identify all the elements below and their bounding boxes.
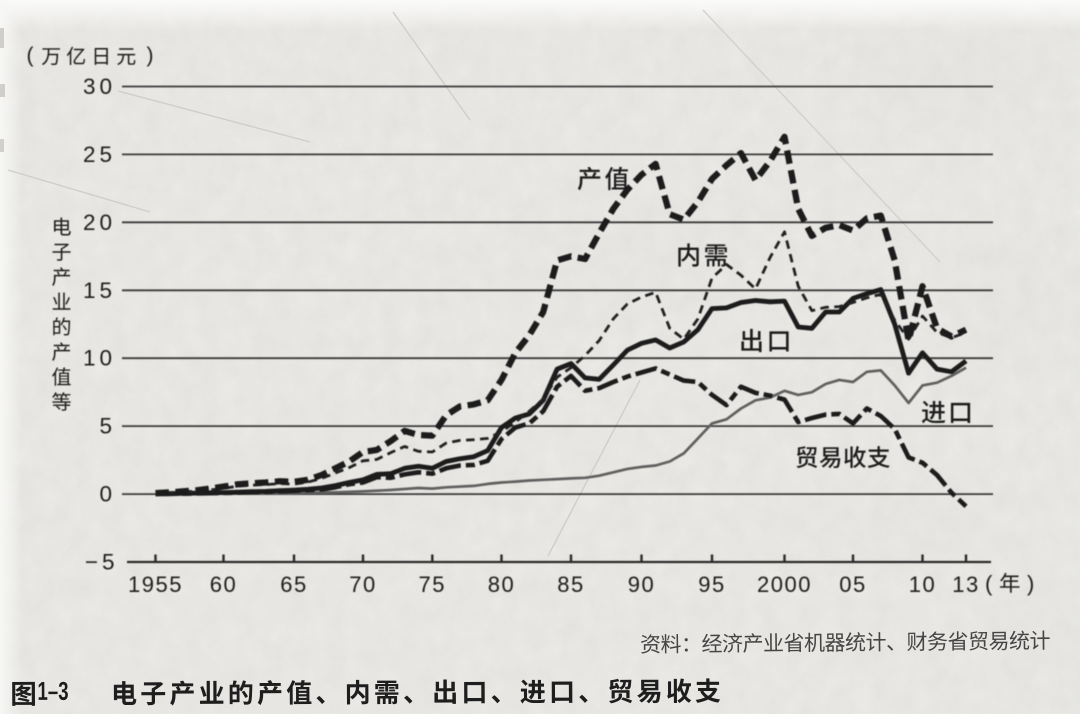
svg-text:75: 75 xyxy=(419,572,446,597)
svg-text:0: 0 xyxy=(99,482,116,507)
svg-text:1–3: 1–3 xyxy=(37,676,68,706)
svg-text:80: 80 xyxy=(488,572,515,597)
svg-text:(: ( xyxy=(27,44,34,67)
svg-text:15: 15 xyxy=(83,278,116,303)
svg-text:65: 65 xyxy=(280,572,307,597)
svg-text:20: 20 xyxy=(83,210,116,235)
svg-text:05: 05 xyxy=(839,572,866,597)
svg-text:70: 70 xyxy=(349,572,376,597)
svg-text:13: 13 xyxy=(952,572,979,597)
svg-text:): ) xyxy=(1027,571,1034,596)
svg-text:10: 10 xyxy=(83,346,116,371)
svg-text:(: ( xyxy=(985,571,993,596)
svg-text:30: 30 xyxy=(83,74,116,99)
svg-text:60: 60 xyxy=(210,572,237,597)
svg-text:25: 25 xyxy=(83,142,116,167)
svg-text:95: 95 xyxy=(698,572,725,597)
svg-text:90: 90 xyxy=(628,572,655,597)
svg-text:5: 5 xyxy=(99,414,116,439)
svg-text:2000: 2000 xyxy=(757,572,812,597)
svg-text:−5: −5 xyxy=(85,550,119,575)
svg-text:85: 85 xyxy=(557,572,584,597)
svg-text:): ) xyxy=(147,44,154,67)
svg-text:1955: 1955 xyxy=(128,572,183,597)
svg-text:10: 10 xyxy=(909,572,936,597)
